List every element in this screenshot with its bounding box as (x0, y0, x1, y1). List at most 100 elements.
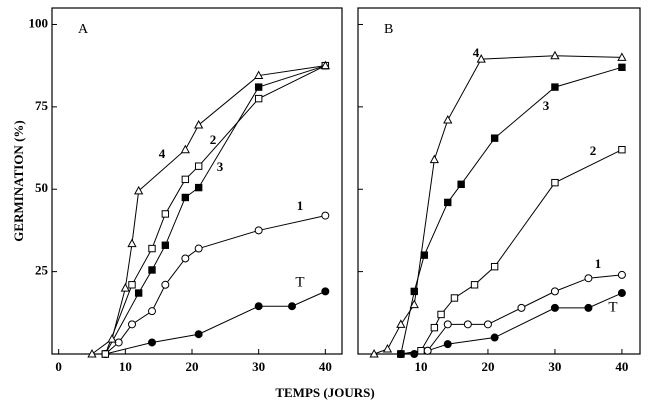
plot-frame (357, 7, 641, 355)
point (128, 320, 136, 329)
point (551, 178, 559, 187)
point (550, 303, 559, 312)
point (320, 60, 330, 70)
point (254, 226, 263, 235)
point (87, 348, 97, 358)
series-line (91, 65, 326, 355)
point (161, 280, 170, 289)
point (618, 63, 626, 72)
point (194, 183, 203, 192)
point (148, 307, 156, 316)
point (161, 241, 170, 249)
point (490, 333, 499, 342)
point (457, 180, 465, 188)
y-axis-label: GERMINATION (%) (11, 120, 26, 241)
series-line (105, 215, 326, 355)
y-tick-label: 100 (29, 15, 49, 30)
point (369, 348, 379, 358)
plot-frame (51, 7, 343, 355)
point (181, 254, 190, 263)
x-tick-label: 10 (414, 359, 427, 374)
point (409, 299, 419, 309)
point (430, 323, 439, 332)
x-tick-label: 10 (119, 359, 132, 374)
point (550, 50, 560, 60)
point (194, 162, 203, 170)
y-tick-label: 50 (35, 180, 48, 195)
x-tick-label: 40 (319, 359, 332, 374)
point (437, 310, 445, 319)
point (584, 303, 593, 312)
point (396, 319, 406, 328)
series-line (104, 65, 326, 355)
point (181, 175, 190, 184)
point (181, 193, 190, 202)
series-label: 3 (217, 159, 224, 174)
point (550, 287, 559, 296)
point (134, 185, 144, 195)
point (443, 114, 453, 124)
point (321, 287, 330, 296)
point (617, 289, 626, 298)
point (410, 287, 418, 296)
point (476, 54, 486, 63)
point (254, 70, 264, 80)
series-label: T (608, 299, 617, 315)
series-label: 4 (473, 45, 480, 60)
point (470, 281, 479, 289)
point (101, 350, 110, 358)
point (148, 266, 156, 274)
series-line (400, 66, 623, 355)
point (420, 251, 429, 259)
point (618, 145, 626, 154)
series-line (400, 292, 623, 355)
point (551, 83, 559, 91)
point (161, 210, 170, 218)
x-tick-label: 30 (252, 359, 265, 374)
series-label: T (295, 274, 304, 290)
point (254, 302, 263, 311)
y-tick-label: 75 (35, 98, 49, 113)
series-label: 2 (210, 132, 217, 147)
series-label: 4 (159, 146, 166, 161)
x-tick-label: 40 (615, 359, 628, 374)
point (423, 346, 432, 355)
x-tick-label: 20 (186, 359, 199, 374)
point (443, 340, 452, 349)
point (450, 294, 459, 302)
point (180, 144, 190, 154)
point (417, 347, 425, 355)
point (194, 244, 203, 253)
point (254, 94, 263, 103)
point (127, 238, 137, 248)
point (194, 119, 204, 129)
series-label: 2 (590, 143, 597, 158)
x-axis-label: TEMPS (JOURS) (275, 385, 374, 400)
x-tick-label: 20 (481, 359, 494, 374)
point (288, 302, 296, 311)
y-tick-label: 25 (35, 263, 49, 278)
point (194, 330, 203, 339)
panel-label: B (384, 22, 393, 37)
point (148, 244, 156, 253)
point (463, 320, 472, 329)
point (617, 270, 626, 279)
series-line (400, 149, 623, 355)
x-tick-label: 0 (55, 359, 62, 374)
series-line (104, 65, 326, 355)
point (134, 289, 143, 297)
series-label: 1 (297, 198, 304, 213)
point (483, 320, 492, 329)
series-line (400, 274, 622, 355)
panel-label: A (78, 22, 89, 37)
point (321, 211, 330, 220)
point (397, 350, 405, 358)
point (443, 320, 452, 329)
point (490, 134, 499, 142)
point (517, 303, 526, 312)
series-label: 3 (543, 98, 550, 113)
point (444, 198, 452, 207)
point (382, 344, 393, 353)
